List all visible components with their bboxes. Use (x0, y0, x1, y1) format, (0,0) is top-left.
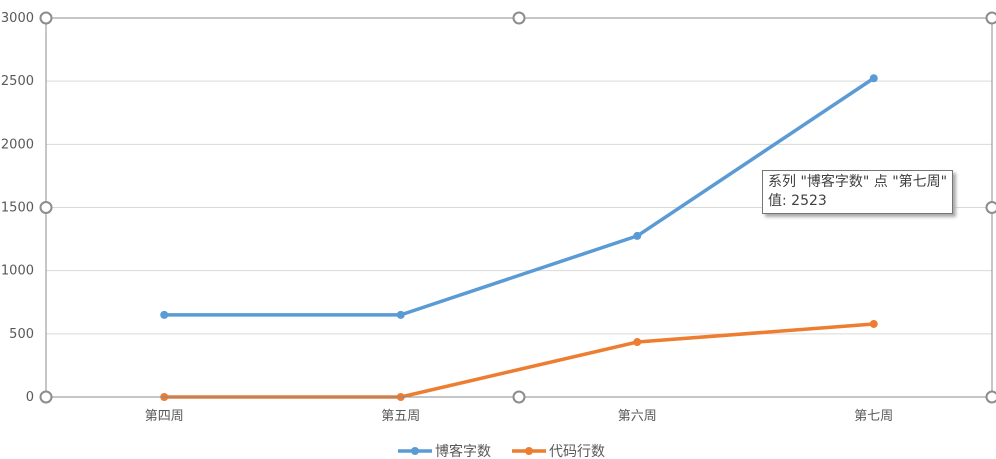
legend-marker (411, 447, 419, 455)
tooltip-series-point: 系列 "博客字数" 点 "第七周" (768, 174, 948, 190)
y-tick-label: 0 (26, 390, 34, 405)
data-point (869, 74, 878, 83)
resize-handle[interactable] (39, 11, 53, 25)
x-tick-label: 第七周 (854, 409, 893, 424)
data-point (160, 310, 169, 319)
tooltip: 系列 "博客字数" 点 "第七周" 值: 2523 (762, 170, 954, 214)
series-line (164, 76, 875, 317)
data-point (396, 310, 405, 319)
tooltip-value: 值: 2523 (768, 193, 827, 209)
resize-handle[interactable] (512, 390, 526, 404)
series-line (164, 322, 874, 399)
legend-label: 博客字数 (435, 443, 491, 459)
data-point (869, 319, 878, 328)
resize-handle[interactable] (39, 201, 53, 214)
y-tick-label: 500 (9, 327, 34, 342)
x-tick-label: 第五周 (381, 409, 420, 424)
y-tick-label: 3000 (1, 11, 34, 26)
data-point (633, 231, 642, 240)
resize-handle[interactable] (985, 201, 996, 214)
resize-handle[interactable] (985, 390, 996, 404)
resize-handle[interactable] (512, 11, 526, 25)
x-tick-label: 第六周 (618, 409, 657, 424)
legend-marker (525, 447, 533, 455)
y-tick-label: 1000 (1, 264, 34, 279)
data-point (633, 338, 642, 347)
x-tick-label: 第四周 (145, 409, 184, 424)
resize-handle[interactable] (39, 390, 53, 404)
y-tick-label: 2000 (1, 137, 34, 152)
y-tick-label: 1500 (1, 201, 34, 216)
y-tick-label: 2500 (1, 74, 34, 89)
resize-handle[interactable] (985, 11, 996, 25)
legend-label: 代码行数 (549, 444, 605, 459)
